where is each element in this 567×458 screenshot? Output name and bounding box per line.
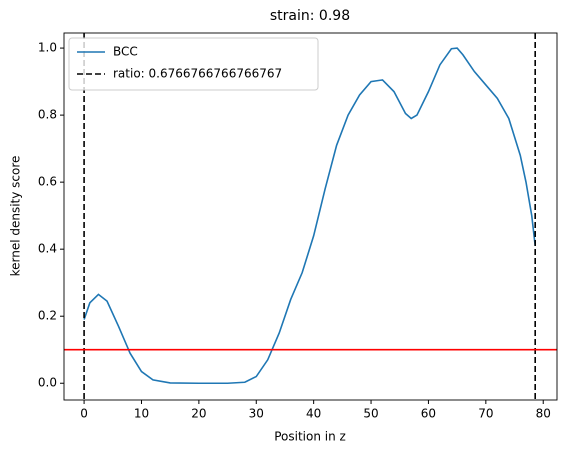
- x-tick-label: 70: [478, 407, 493, 421]
- y-tick-label: 1.0: [38, 41, 57, 55]
- x-tick-label: 80: [536, 407, 551, 421]
- x-tick-label: 20: [191, 407, 206, 421]
- x-tick-label: 0: [80, 407, 88, 421]
- legend-box: [68, 37, 319, 91]
- legend-label: ratio: 0.6766766766766767: [113, 67, 282, 81]
- x-tick-label: 10: [134, 407, 149, 421]
- axes-frame: [63, 32, 558, 401]
- x-axis-label: Position in z: [274, 430, 346, 444]
- line-series: [83, 47, 536, 385]
- y-tick-label: 0.2: [38, 309, 57, 323]
- x-tick-label: 50: [363, 407, 378, 421]
- y-tick-label: 0.0: [38, 376, 57, 390]
- y-tick-label: 0.8: [38, 108, 57, 122]
- y-axis-label: kernel density score: [9, 156, 23, 277]
- x-tick-label: 30: [249, 407, 264, 421]
- y-tick-label: 0.6: [38, 175, 57, 189]
- x-tick-label: 60: [421, 407, 436, 421]
- y-tick-label: 0.4: [38, 242, 57, 256]
- chart-title: strain: 0.98: [270, 8, 350, 24]
- x-tick-label: 40: [306, 407, 321, 421]
- legend-label: BCC: [113, 45, 138, 59]
